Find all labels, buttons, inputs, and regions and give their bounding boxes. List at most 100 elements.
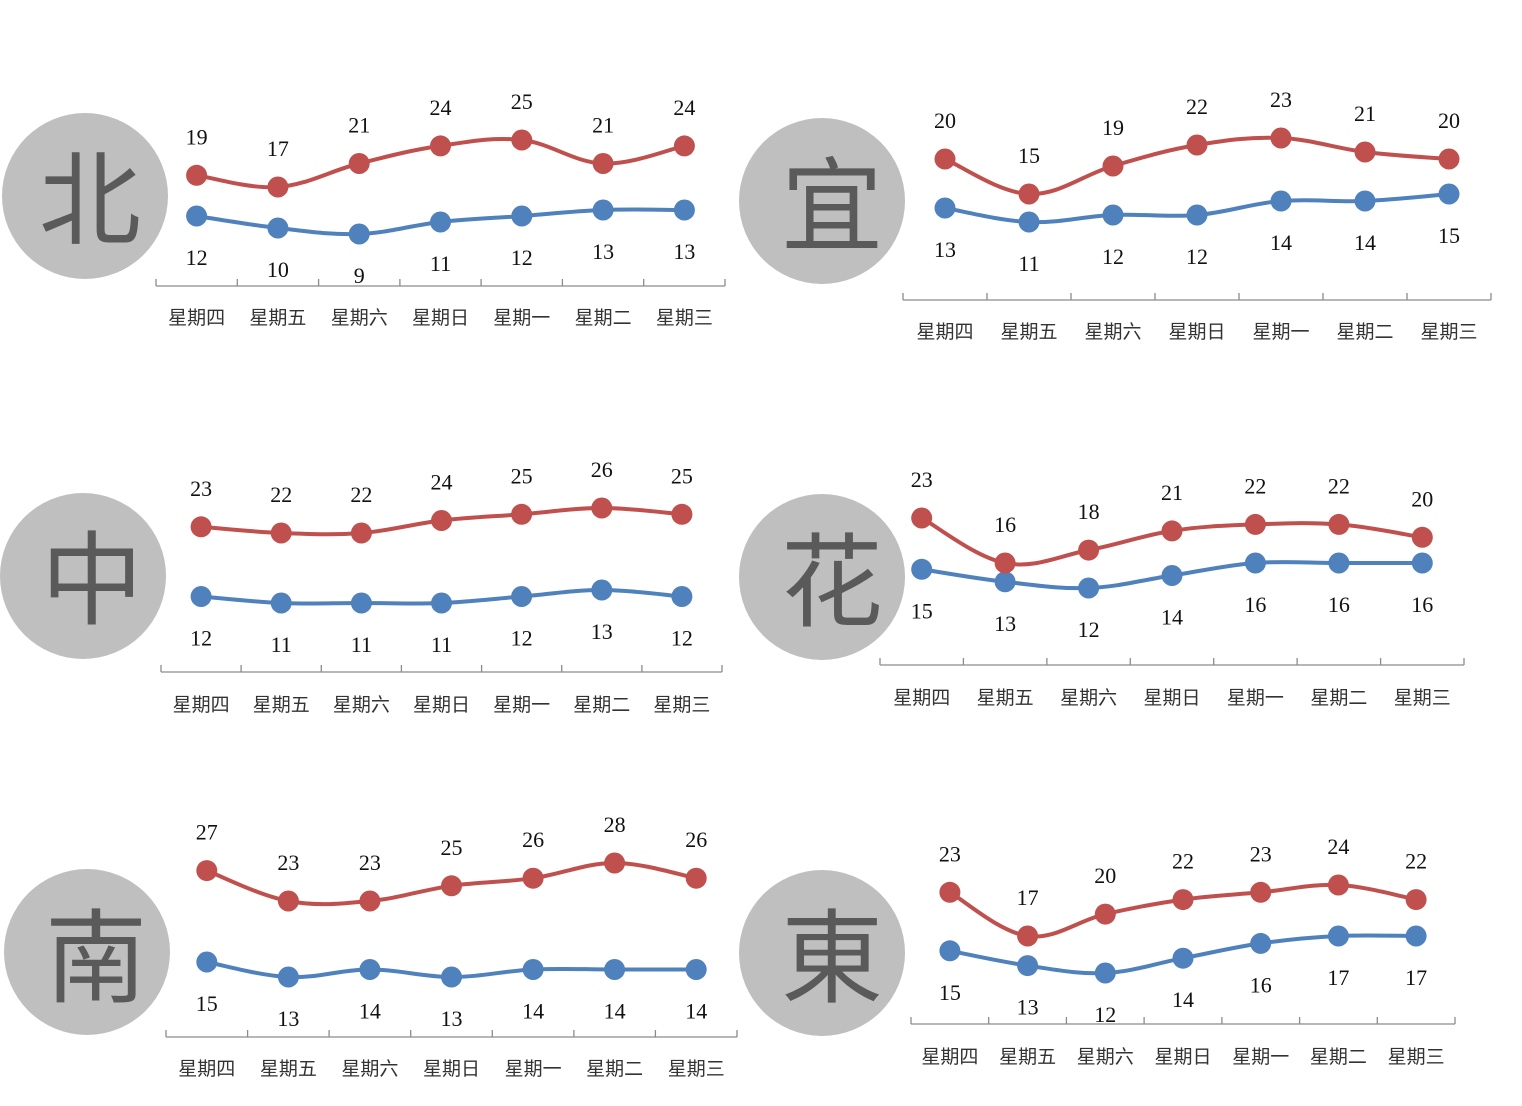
low-temp-point xyxy=(1161,565,1183,586)
low-temp-label: 16 xyxy=(1250,972,1272,997)
high-temp-point xyxy=(1354,141,1376,163)
x-tick-label: 星期三 xyxy=(653,694,710,716)
region-badge xyxy=(4,869,170,1035)
high-temp-label: 21 xyxy=(592,113,614,138)
x-tick-label: 星期六 xyxy=(1060,687,1117,709)
low-temp-label: 11 xyxy=(271,632,292,657)
x-tick-label: 星期日 xyxy=(1143,687,1200,709)
line-chart-south: 星期四 星期五 星期六 星期日 星期一 星期二 星期三 15 13 14 13 14 14 14 27 23 2… xyxy=(165,812,738,1080)
low-temp-label: 9 xyxy=(354,263,365,288)
x-tick-label: 星期六 xyxy=(1084,321,1141,343)
low-temp-label: 12 xyxy=(1094,1002,1116,1027)
low-temp-point xyxy=(431,592,452,614)
x-tick-label: 星期四 xyxy=(893,687,950,709)
low-temp-point xyxy=(350,592,372,614)
low-temp-label: 11 xyxy=(430,251,451,276)
high-temp-label: 23 xyxy=(277,850,299,875)
high-temp-point xyxy=(196,860,218,882)
chart-panel-central: 中 星期四 星期五 星期六 星期日 星期一 星期二 星期三 12 11 11 11 12 13 12 23 2… xyxy=(0,457,723,716)
x-tick-label: 星期一 xyxy=(505,1058,562,1080)
high-temp-point xyxy=(186,164,208,186)
low-temp-point xyxy=(1327,925,1349,947)
high-temp-label: 28 xyxy=(604,812,626,837)
high-temp-point xyxy=(1328,513,1350,535)
low-temp-point xyxy=(934,197,956,219)
x-tick-label: 星期六 xyxy=(333,694,390,716)
low-temp-point xyxy=(939,940,961,962)
region-badge-label: 宜 xyxy=(781,149,883,268)
high-temp-label: 21 xyxy=(1354,101,1376,126)
high-temp-label: 16 xyxy=(994,512,1016,537)
x-tick-label: 星期四 xyxy=(173,694,230,716)
high-temp-point xyxy=(1018,183,1040,205)
low-temp-point xyxy=(277,966,299,988)
low-temp-point xyxy=(1017,955,1039,977)
high-temp-label: 20 xyxy=(934,108,956,133)
high-temp-label: 20 xyxy=(1438,108,1460,133)
low-temp-label: 13 xyxy=(592,239,614,264)
x-axis xyxy=(160,665,723,673)
high-temp-point xyxy=(591,497,613,519)
x-axis xyxy=(910,1017,1456,1025)
high-temp-point xyxy=(277,890,299,912)
high-temp-point xyxy=(1405,889,1427,911)
x-axis xyxy=(155,279,726,287)
low-temp-point xyxy=(1250,932,1272,954)
low-temp-point xyxy=(190,586,212,607)
high-temp-point xyxy=(673,135,695,157)
low-temp-point xyxy=(267,217,289,239)
high-temp-label: 23 xyxy=(911,467,933,492)
low-temp-label: 13 xyxy=(591,619,613,644)
low-temp-label: 14 xyxy=(1354,230,1376,255)
region-badge-label: 花 xyxy=(781,525,883,644)
low-temp-label: 17 xyxy=(1405,965,1427,990)
low-temp-label: 13 xyxy=(673,239,695,264)
high-temp-point xyxy=(350,522,372,544)
high-temp-label: 24 xyxy=(673,95,695,120)
region-badge-label: 南 xyxy=(45,901,147,1020)
high-temp-point xyxy=(1438,148,1460,170)
high-temp-label: 22 xyxy=(350,482,372,507)
high-temp-label: 25 xyxy=(511,463,533,488)
x-tick-label: 星期五 xyxy=(977,687,1034,709)
high-temp-point xyxy=(430,135,451,157)
high-temp-point xyxy=(511,503,533,525)
high-temp-point xyxy=(939,881,961,903)
low-temp-point xyxy=(1328,552,1350,574)
low-temp-point xyxy=(522,959,544,980)
high-temp-label: 27 xyxy=(196,820,218,845)
x-tick-label: 星期六 xyxy=(331,307,388,329)
high-temp-point xyxy=(1172,889,1194,911)
low-temp-point xyxy=(911,558,933,580)
high-temp-point xyxy=(685,867,707,889)
low-temp-label: 15 xyxy=(911,598,933,623)
x-tick-label: 星期二 xyxy=(1310,687,1367,709)
x-tick-label: 星期四 xyxy=(916,321,973,343)
low-temp-label: 14 xyxy=(1270,230,1292,255)
high-temp-point xyxy=(592,153,614,174)
x-tick-label: 星期五 xyxy=(1000,321,1057,343)
x-tick-label: 星期四 xyxy=(178,1058,235,1080)
low-temp-label: 13 xyxy=(1017,995,1039,1020)
x-axis xyxy=(879,658,1465,666)
low-temp-point xyxy=(1270,190,1292,212)
high-temp-point xyxy=(1186,134,1208,156)
high-temp-label: 20 xyxy=(1094,863,1116,888)
low-temp-label: 12 xyxy=(1102,244,1124,269)
low-temp-point xyxy=(441,966,462,988)
x-tick-label: 星期五 xyxy=(253,694,310,716)
low-temp-label: 15 xyxy=(939,980,961,1005)
low-temp-point xyxy=(685,959,707,980)
high-temp-point xyxy=(1327,874,1349,896)
low-temp-point xyxy=(1411,552,1433,574)
chart-panel-hualien: 花 星期四 星期五 星期六 星期日 星期一 星期二 星期三 15 13 12 14 16 16 16 23 1… xyxy=(739,467,1465,709)
x-tick-label: 星期三 xyxy=(1394,687,1451,709)
low-temp-point xyxy=(1405,925,1427,947)
low-temp-label: 12 xyxy=(671,626,693,651)
high-temp-point xyxy=(1102,155,1124,177)
line-chart-hualien: 星期四 星期五 星期六 星期日 星期一 星期二 星期三 15 13 12 14 16 16 16 23 16 1… xyxy=(879,467,1465,709)
high-temp-label: 26 xyxy=(522,827,544,852)
high-temp-label: 22 xyxy=(1172,849,1194,874)
high-temp-label: 21 xyxy=(348,113,370,138)
high-temp-point xyxy=(1411,526,1433,548)
